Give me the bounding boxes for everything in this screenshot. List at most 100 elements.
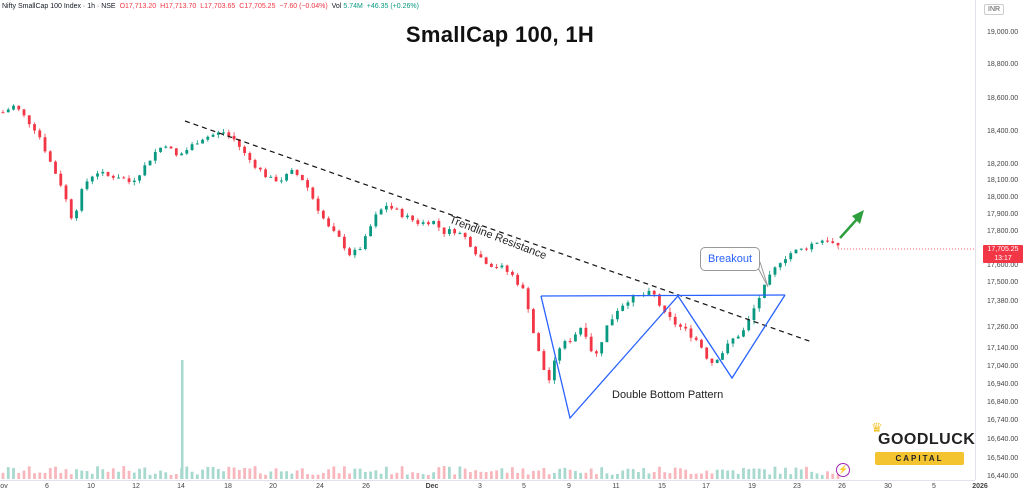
candle-body <box>789 253 793 260</box>
candle-body <box>75 210 78 219</box>
volume-bar <box>668 473 672 479</box>
last-price-value: 17,705.25 <box>987 246 1019 253</box>
lightning-icon[interactable]: ⚡ <box>836 463 850 477</box>
y-tick-label: 18,800.00 <box>987 61 1019 68</box>
breakout-callout: Breakout <box>700 247 760 271</box>
volume-bar <box>279 471 283 479</box>
x-tick-label: 2026 <box>972 483 988 490</box>
volume-bar <box>306 474 309 479</box>
volume-bar <box>38 472 42 479</box>
candle-body <box>652 290 656 295</box>
volume-bar <box>159 470 162 479</box>
volume-bar <box>285 471 288 479</box>
volume-bar <box>96 466 99 479</box>
candle-body <box>778 263 782 268</box>
volume-bar <box>747 469 751 479</box>
candle-body <box>332 226 336 231</box>
y-tick-label: 17,600.00 <box>987 262 1019 269</box>
volume-bar <box>736 473 740 479</box>
volume-bar <box>374 470 378 479</box>
candle-body <box>300 174 304 181</box>
volume-bar <box>33 473 36 479</box>
candle-body <box>836 242 840 246</box>
candle-body <box>658 294 661 306</box>
candle-body <box>384 205 388 210</box>
y-tick-label: 17,380.00 <box>987 298 1019 305</box>
candle-body <box>358 249 362 251</box>
volume-bar <box>274 468 278 479</box>
currency-selector[interactable]: INR <box>984 4 1005 15</box>
price-axis[interactable] <box>975 0 1024 480</box>
volume-bar <box>143 467 147 479</box>
candle-body <box>6 109 10 113</box>
candle-body <box>416 220 420 224</box>
candle-body <box>164 146 168 148</box>
volume-bar <box>311 474 315 479</box>
x-tick-label: 30 <box>884 483 892 490</box>
candle-body <box>243 146 246 154</box>
volume-value: 5.74M <box>343 3 363 10</box>
candle-body <box>405 215 409 218</box>
volume-bar <box>395 472 399 479</box>
candle-body <box>206 136 210 140</box>
volume-bar <box>694 473 698 479</box>
y-tick-label: 18,600.00 <box>987 95 1019 102</box>
candle-body <box>495 266 499 268</box>
candle-body <box>553 360 556 381</box>
candle-body <box>216 132 220 135</box>
candle-body <box>48 151 52 162</box>
candle-body <box>353 249 357 256</box>
volume-bar <box>700 473 703 479</box>
volume-bar <box>59 472 63 479</box>
volume-bar <box>127 470 131 479</box>
candle-body <box>337 230 341 237</box>
candle-body <box>43 137 47 152</box>
change-value: −7.60 (−0.04%) <box>279 3 328 10</box>
candle-body <box>174 148 178 156</box>
volume-bar <box>489 471 493 479</box>
y-tick-label: 16,840.00 <box>987 399 1019 406</box>
volume-bar <box>658 466 661 479</box>
candle-body <box>316 198 320 211</box>
close-value: C17,705.25 <box>239 3 276 10</box>
x-tick-label: 23 <box>793 483 801 490</box>
volume-bar <box>568 469 572 479</box>
x-tick-label: 9 <box>567 483 571 490</box>
logo-name: GOODLUCK <box>878 431 976 448</box>
candle-body <box>705 347 709 359</box>
y-tick-label: 17,500.00 <box>987 279 1019 286</box>
x-tick-label: 26 <box>362 483 370 490</box>
volume-bar <box>826 471 829 479</box>
candle-body <box>169 146 173 149</box>
x-tick-label: 11 <box>612 483 620 490</box>
volume-bar <box>43 472 47 479</box>
candle-body <box>500 265 504 268</box>
y-tick-label: 17,800.00 <box>987 228 1019 235</box>
volume-bar <box>453 474 457 479</box>
volume-bar <box>574 470 577 479</box>
candle-body <box>248 153 252 161</box>
volume-bar <box>27 466 31 479</box>
trend-arrow-shaft <box>839 217 859 239</box>
volume-bar <box>468 472 472 479</box>
candle-body <box>521 284 525 289</box>
candle-body <box>447 229 451 234</box>
candle-body <box>290 169 294 174</box>
volume-bar <box>715 469 719 479</box>
y-tick-label: 17,900.00 <box>987 211 1019 218</box>
volume-bar <box>111 468 115 479</box>
volume-bar <box>369 471 373 479</box>
candle-body <box>763 284 766 298</box>
x-tick-label: 5 <box>522 483 526 490</box>
volume-bar <box>679 468 682 479</box>
volume-bar <box>710 473 714 479</box>
volume-bar <box>799 469 803 479</box>
volume-bar <box>458 466 462 479</box>
candle-body <box>663 305 667 313</box>
candle-body <box>784 259 787 264</box>
volume-spike <box>181 360 184 479</box>
y-tick-label: 16,440.00 <box>987 473 1019 480</box>
candle-body <box>274 176 278 182</box>
volume-bar <box>447 466 451 479</box>
candle-body <box>227 132 231 136</box>
